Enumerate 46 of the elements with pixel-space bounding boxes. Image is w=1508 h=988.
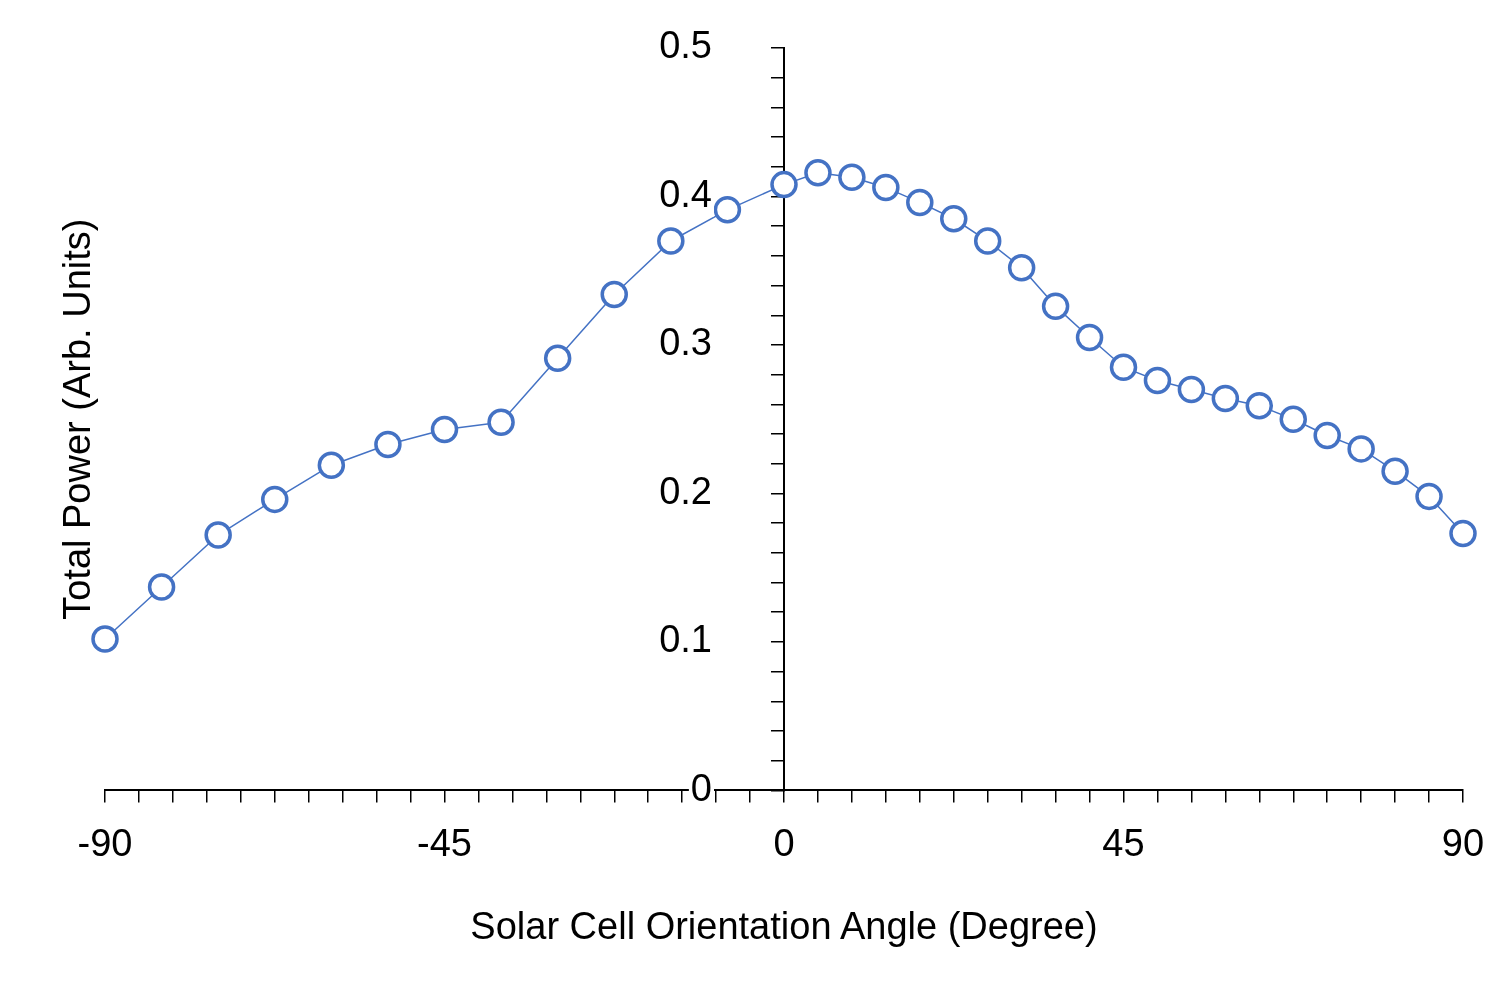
point [91,625,119,653]
point [940,205,968,233]
y-tick-label: 0.5 [659,24,712,67]
point [657,227,685,255]
point [804,158,832,187]
x-tick-label: 90 [1441,821,1485,864]
point [374,430,402,459]
x-tick-label: -90 [77,821,133,864]
x-tick-label: 45 [1102,821,1145,864]
point [1143,366,1172,395]
point [1347,435,1375,463]
point [1041,292,1070,321]
point [543,344,572,373]
y-tick-label: 0.3 [659,321,712,364]
point [487,408,515,436]
y-tick-label: 0.4 [659,172,712,215]
point [906,188,934,217]
y-tick-label: 0 [690,766,712,809]
point [973,227,1002,255]
point [1075,323,1104,352]
point [317,451,346,479]
point [872,173,900,202]
point [713,196,742,224]
point [204,521,232,549]
point [261,485,289,514]
point [1007,254,1036,282]
point [1313,421,1341,450]
x-tick-label: 0 [773,821,795,864]
point [147,573,176,601]
point [430,415,459,444]
point [838,163,866,191]
point [1109,353,1138,381]
point [1381,457,1409,485]
point [1415,482,1443,511]
point [1211,384,1240,413]
point [1245,392,1274,420]
point [770,170,798,199]
point [1449,519,1477,548]
x-tick-label: -45 [417,821,472,864]
x-axis-title: Solar Cell Orientation Angle (Degree) [470,905,1098,948]
point [600,280,628,309]
point [1279,405,1307,433]
y-axis-title: Total Power (Arb. Units) [56,218,99,620]
y-tick-label: 0.1 [659,618,712,661]
point [1177,375,1206,404]
y-tick-label: 0.2 [659,469,712,512]
